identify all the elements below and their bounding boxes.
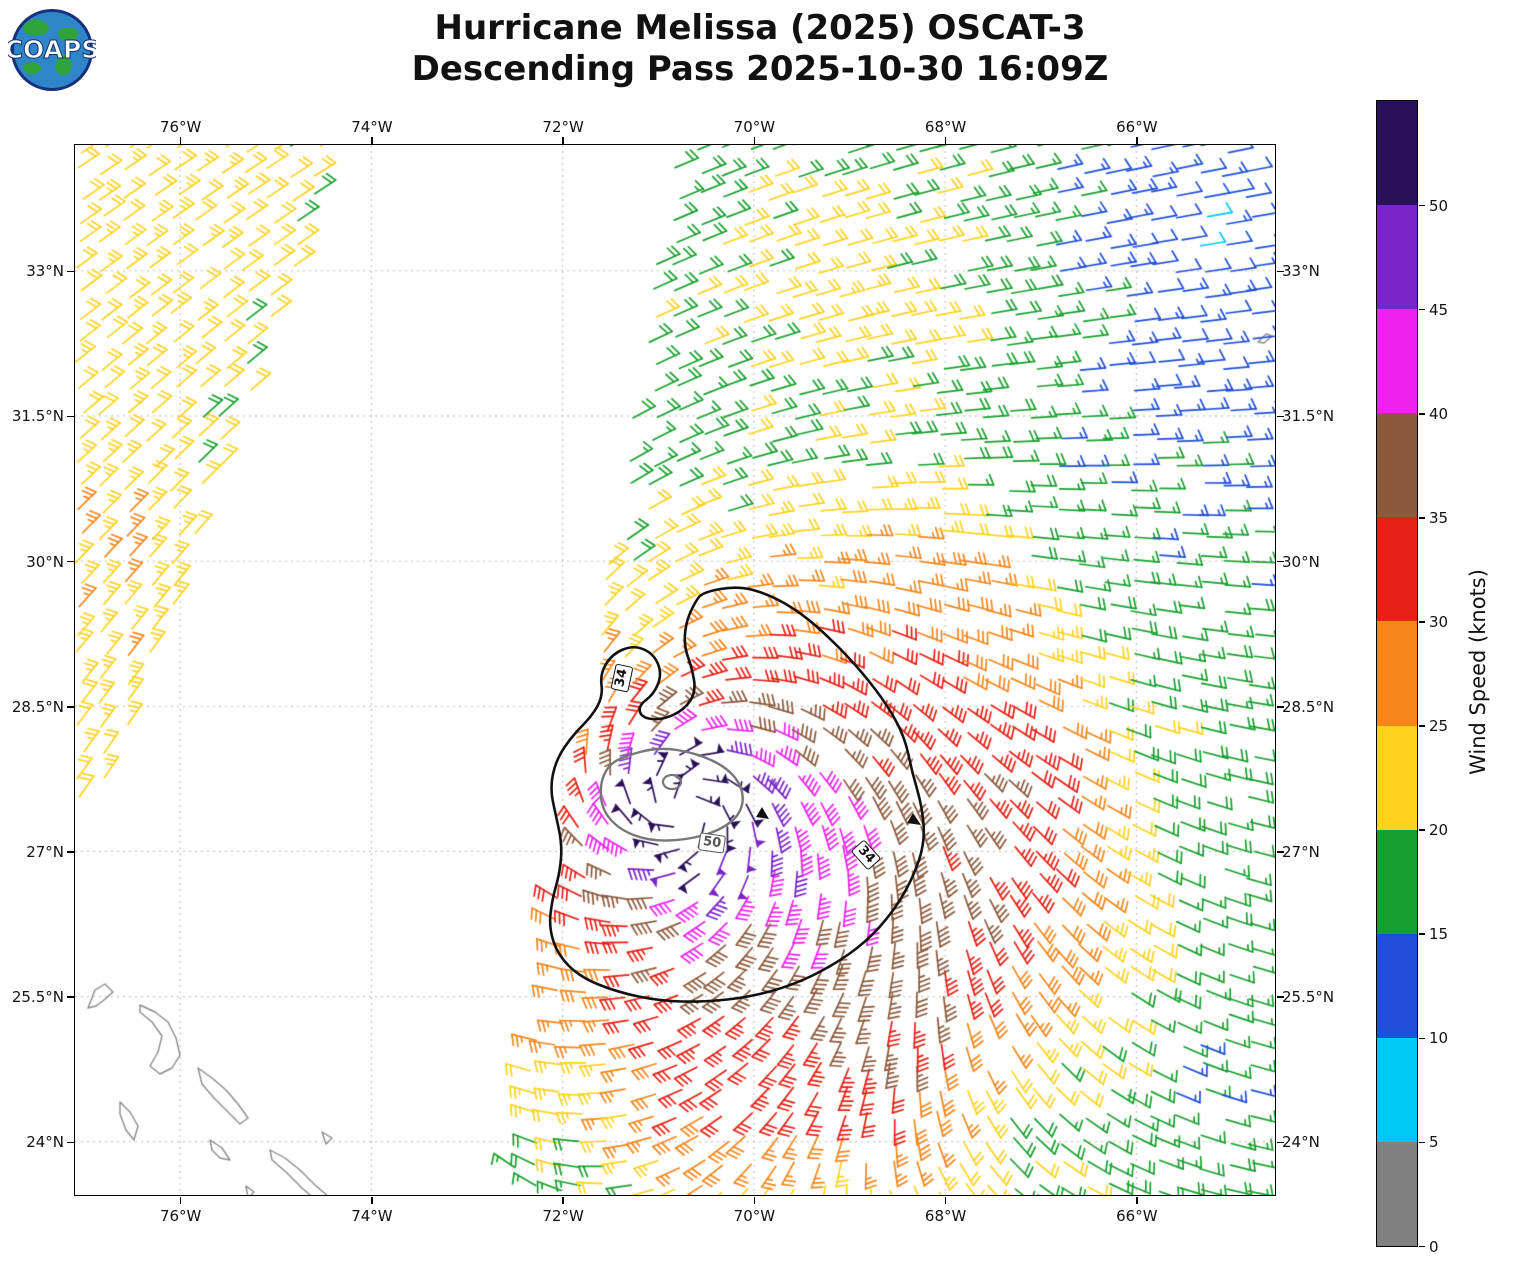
lon-tick-mark — [562, 137, 564, 144]
colorbar-tick-mark — [1419, 413, 1425, 415]
colorbar-title: Wind Speed (knots) — [1466, 569, 1490, 775]
colorbar-tick-mark — [1419, 1141, 1425, 1144]
colorbar — [1376, 100, 1418, 1247]
colorbar-segment — [1377, 101, 1417, 206]
colorbar-tick-mark — [1419, 1245, 1425, 1248]
lat-tick-label: 25.5°N — [11, 988, 64, 1007]
lon-tick-mark — [1136, 137, 1138, 144]
lon-tick-mark — [753, 1197, 756, 1204]
lat-tick-mark — [1277, 270, 1284, 273]
colorbar-tick-label: 50 — [1429, 196, 1449, 215]
lon-tick-label: 72°W — [542, 118, 584, 136]
lat-tick-mark — [67, 415, 74, 418]
lon-tick-label: 66°W — [1116, 1207, 1158, 1225]
colorbar-tick-mark — [1419, 204, 1425, 207]
lat-tick-mark — [1277, 851, 1284, 853]
lon-tick-mark — [371, 137, 373, 144]
lon-tick-mark — [944, 137, 947, 144]
lat-tick-mark — [67, 1141, 74, 1144]
title-line2: Descending Pass 2025-10-30 16:09Z — [411, 49, 1109, 90]
coaps-logo-text: COAPS — [8, 35, 96, 64]
lon-tick-label: 74°W — [351, 118, 393, 136]
colorbar-tick-label: 45 — [1429, 300, 1449, 319]
colorbar-tick-mark — [1419, 725, 1425, 727]
contour-label: 50 — [697, 832, 727, 854]
lat-tick-label: 31.5°N — [11, 407, 64, 426]
colorbar-segment — [1377, 1141, 1417, 1247]
lat-tick-mark — [67, 270, 74, 273]
colorbar-segment — [1377, 933, 1417, 1038]
lon-tick-mark — [179, 1197, 182, 1204]
title-line1: Hurricane Melissa (2025) OSCAT-3 — [434, 8, 1086, 48]
lat-tick-label: 24°N — [26, 1133, 64, 1152]
colorbar-tick-mark — [1419, 829, 1425, 831]
lat-tick-mark — [67, 560, 74, 563]
colorbar-tick-label: 10 — [1429, 1029, 1449, 1048]
lat-tick-mark — [1277, 415, 1284, 418]
colorbar-tick-mark — [1419, 621, 1425, 623]
lon-tick-mark — [371, 1197, 373, 1204]
lon-tick-label: 70°W — [733, 1207, 776, 1225]
lat-tick-label: 33°N — [1282, 262, 1320, 281]
colorbar-tick-mark — [1419, 308, 1425, 311]
lon-tick-mark — [179, 137, 182, 144]
lat-tick-mark — [1277, 560, 1284, 563]
lat-tick-label: 33°N — [26, 262, 64, 281]
colorbar-tick-label: 25 — [1429, 717, 1449, 736]
lon-tick-label: 76°W — [159, 118, 202, 136]
lon-tick-mark — [944, 1197, 947, 1204]
colorbar-tick-mark — [1419, 933, 1425, 935]
lon-tick-label: 68°W — [924, 118, 967, 136]
figure-title: Hurricane Melissa (2025) OSCAT-3 Descend… — [75, 8, 1445, 91]
map-canvas — [75, 145, 1275, 1195]
lat-tick-label: 28.5°N — [11, 697, 64, 716]
colorbar-segment — [1377, 309, 1417, 414]
lat-tick-mark — [67, 851, 74, 853]
coaps-logo-graphic: COAPS — [4, 9, 100, 91]
lon-tick-mark — [562, 1197, 564, 1204]
lat-tick-label: 31.5°N — [1282, 407, 1335, 426]
lon-tick-label: 70°W — [733, 118, 776, 136]
colorbar-segment — [1377, 413, 1417, 518]
colorbar-segment — [1377, 621, 1417, 726]
lat-tick-mark — [1277, 706, 1284, 708]
colorbar-tick-label: 30 — [1429, 612, 1449, 631]
colorbar-segment — [1377, 829, 1417, 934]
lat-tick-label: 27°N — [1282, 842, 1320, 861]
coaps-logo: COAPS — [4, 6, 100, 98]
lon-tick-label: 68°W — [924, 1207, 967, 1225]
lat-tick-label: 30°N — [1282, 552, 1320, 571]
colorbar-tick-mark — [1419, 517, 1425, 519]
lat-tick-label: 28.5°N — [1282, 697, 1335, 716]
lon-tick-label: 74°W — [351, 1207, 393, 1225]
lon-tick-label: 72°W — [542, 1207, 584, 1225]
lon-tick-label: 76°W — [159, 1207, 202, 1225]
map-panel — [74, 144, 1276, 1196]
colorbar-segment — [1377, 205, 1417, 310]
lat-tick-mark — [1277, 996, 1284, 998]
lat-tick-label: 30°N — [26, 552, 64, 571]
lat-tick-mark — [67, 706, 74, 708]
colorbar-tick-mark — [1419, 1037, 1425, 1040]
colorbar-segment — [1377, 1037, 1417, 1142]
colorbar-tick-label: 0 — [1429, 1237, 1439, 1256]
lon-tick-mark — [1136, 1197, 1138, 1204]
lat-tick-mark — [67, 996, 74, 998]
colorbar-tick-label: 20 — [1429, 821, 1449, 840]
lon-tick-mark — [753, 137, 756, 144]
colorbar-segment — [1377, 517, 1417, 622]
colorbar-tick-label: 40 — [1429, 404, 1449, 423]
lon-tick-label: 66°W — [1116, 118, 1158, 136]
lat-tick-label: 27°N — [26, 842, 64, 861]
colorbar-tick-label: 35 — [1429, 508, 1449, 527]
colorbar-tick-label: 5 — [1429, 1133, 1439, 1152]
lat-tick-mark — [1277, 1141, 1284, 1144]
lat-tick-label: 24°N — [1282, 1133, 1320, 1152]
lat-tick-label: 25.5°N — [1282, 988, 1335, 1007]
colorbar-segment — [1377, 725, 1417, 830]
colorbar-tick-label: 15 — [1429, 925, 1449, 944]
